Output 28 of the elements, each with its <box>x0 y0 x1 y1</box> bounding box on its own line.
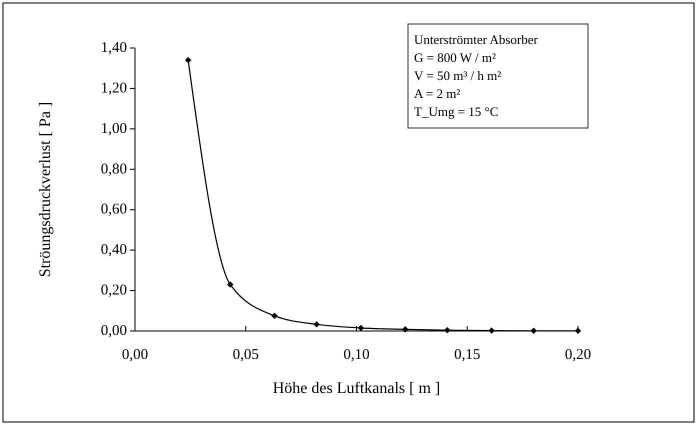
y-tick-label: 1,40 <box>100 40 127 56</box>
y-tick-label: 0,00 <box>100 323 127 339</box>
text: Unterströmter Absorber <box>414 32 538 47</box>
point <box>402 326 408 333</box>
y-tick-label: 0,60 <box>100 202 127 218</box>
annotation: A = 2 m² <box>414 86 460 101</box>
annotation: T_Umg = 15 °C <box>414 104 498 119</box>
y-tick-label: 1,20 <box>100 80 127 96</box>
x-tick-label: 0,20 <box>564 347 592 363</box>
x-tick-label: 0,15 <box>454 347 480 363</box>
annotation: V = 50 m³ / h m² <box>414 68 502 83</box>
x-tick-label: 0,05 <box>232 347 259 363</box>
annotation: G = 800 W / m² <box>414 50 496 65</box>
y-tick-label: 0,80 <box>100 161 127 178</box>
point <box>488 327 495 334</box>
y-tick-label: 0,20 <box>100 282 127 299</box>
x-tick-label: 0,00 <box>122 347 148 363</box>
y-tick-label: 0,40 <box>100 242 127 258</box>
point <box>358 324 364 332</box>
y-axis-title: Ströungsdruckverlust [ Pa ] <box>37 102 54 278</box>
point <box>313 321 320 328</box>
point <box>530 328 537 334</box>
x-tick-label: 0,10 <box>343 347 370 363</box>
x-axis-title: Höhe des Luftkanals [ m ] <box>272 380 440 397</box>
point <box>444 326 451 334</box>
point <box>271 312 278 320</box>
point <box>184 56 192 64</box>
y-tick-label: 1,00 <box>100 120 127 137</box>
